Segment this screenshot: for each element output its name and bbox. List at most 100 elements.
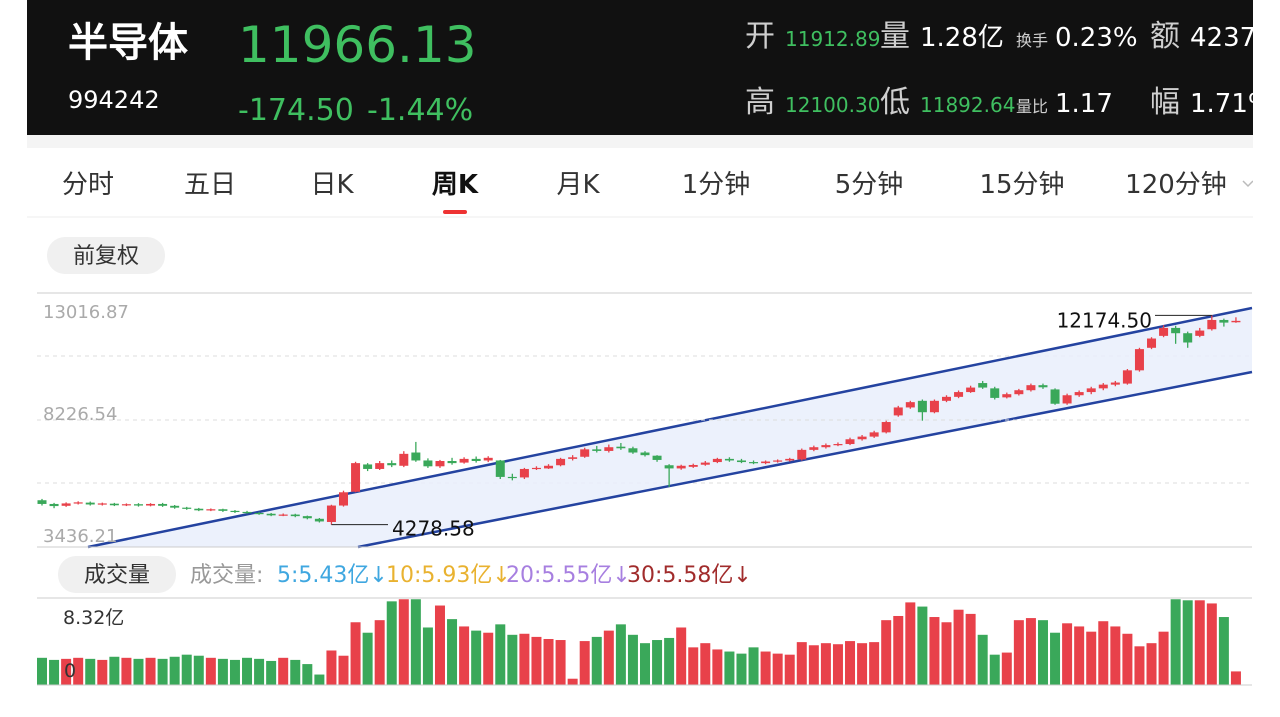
volume-bar	[1146, 643, 1157, 685]
stat-label: 量比	[1016, 97, 1048, 116]
candle-body	[688, 464, 698, 467]
tab[interactable]: 分时	[62, 170, 114, 200]
tab[interactable]: 15分钟	[979, 170, 1064, 200]
candle-body	[435, 461, 445, 467]
stat-label: 低	[880, 85, 910, 120]
volume-bar	[700, 643, 711, 685]
volume-bar	[483, 632, 494, 685]
volume-bar	[736, 653, 747, 685]
volume-bar	[1110, 626, 1121, 685]
candle-body	[1171, 327, 1181, 334]
volume-pill[interactable]	[58, 556, 176, 593]
stat-value: 12100.30	[785, 93, 880, 117]
volume-bar	[857, 643, 868, 685]
volume-bar	[434, 605, 445, 685]
volume-bar	[615, 624, 626, 685]
divider	[27, 135, 1253, 148]
volume-bar	[917, 606, 928, 685]
volume-bar	[447, 619, 458, 685]
candle-body	[302, 516, 312, 519]
stat-value: 4237	[1190, 23, 1256, 53]
header-bg	[27, 0, 1253, 135]
volume-bar	[495, 624, 506, 685]
candle-body	[423, 460, 433, 467]
candle-body	[447, 461, 457, 464]
tab[interactable]: 1分钟	[682, 170, 751, 200]
volume-bar	[772, 653, 783, 685]
volume-bar	[543, 638, 554, 685]
ma-legend: 5:5.43亿↓	[277, 563, 388, 588]
adjust-label: 前复权	[73, 244, 139, 269]
candle-body	[773, 460, 783, 462]
stat-label: 额	[1150, 19, 1180, 54]
y-tick-label: 8.32亿	[63, 607, 124, 629]
volume-bar	[362, 632, 373, 685]
candle-body	[326, 505, 336, 522]
candle-body	[399, 453, 409, 466]
more-chevron[interactable]	[1242, 180, 1253, 188]
candle-body	[869, 432, 879, 437]
candle-body	[905, 402, 915, 408]
volume-bar	[157, 658, 168, 685]
stat-label: 幅	[1150, 85, 1180, 120]
candle-body	[194, 508, 204, 511]
volume-title: 成交量	[84, 563, 150, 588]
price: 11966.13	[238, 16, 477, 74]
volume-bar	[507, 634, 518, 685]
volume-bar	[133, 658, 144, 685]
stat-value: 11892.64	[920, 93, 1015, 117]
candle-body	[1110, 382, 1120, 385]
candle-body	[1050, 389, 1060, 404]
candle-body	[857, 436, 867, 440]
stat-value: 1.71%	[1190, 89, 1273, 119]
tab[interactable]: 月K	[556, 170, 600, 200]
volume-bar	[591, 636, 602, 685]
adjust-pill[interactable]	[47, 237, 165, 274]
channel-lower	[357, 370, 1253, 549]
candle-body	[1159, 327, 1169, 336]
candle-body	[556, 458, 566, 466]
candle-body	[966, 387, 976, 393]
candle-body	[845, 439, 855, 445]
volume-bar	[1086, 631, 1097, 685]
volume-bar	[965, 613, 976, 685]
candle-body	[712, 458, 722, 463]
stat-value: 1.17	[1055, 89, 1113, 119]
change: -174.50	[238, 93, 354, 128]
tab[interactable]: 周K	[432, 170, 479, 200]
y-tick-label: 8226.54	[43, 404, 117, 425]
candle-body	[290, 514, 300, 517]
candle-body	[158, 503, 168, 506]
volume-bar	[869, 642, 880, 685]
volume-bar	[953, 609, 964, 685]
candle-body	[990, 388, 1000, 398]
stat-label: 开	[745, 19, 775, 54]
candle-body	[1026, 385, 1036, 391]
tab[interactable]: 5分钟	[835, 170, 904, 200]
tab[interactable]: 日K	[310, 170, 354, 200]
volume-bar	[820, 643, 831, 685]
candle-body	[652, 455, 662, 460]
candle-body	[133, 504, 143, 506]
candle-body	[61, 503, 71, 506]
volume-bar	[278, 657, 289, 685]
volume-bar	[832, 644, 843, 685]
candle-body	[459, 458, 469, 463]
tab[interactable]: 五日	[184, 170, 236, 200]
volume-bar	[254, 658, 265, 685]
volume-bar	[49, 659, 60, 685]
tab[interactable]: 120分钟	[1125, 170, 1227, 200]
candle-body	[339, 492, 348, 506]
volume-bar	[217, 658, 228, 685]
y-tick-label: 0	[64, 660, 76, 682]
candle-body	[531, 467, 541, 470]
candle-body	[471, 458, 481, 462]
stat-value: 11912.89	[785, 27, 880, 51]
candle-body	[917, 400, 927, 413]
volume-bar	[579, 641, 590, 685]
candle-body	[592, 449, 602, 451]
annotation-label: 12174.50	[1057, 308, 1152, 332]
candle-body	[37, 500, 47, 504]
y-tick-label: 3436.21	[43, 526, 117, 547]
volume-bar	[37, 657, 47, 685]
